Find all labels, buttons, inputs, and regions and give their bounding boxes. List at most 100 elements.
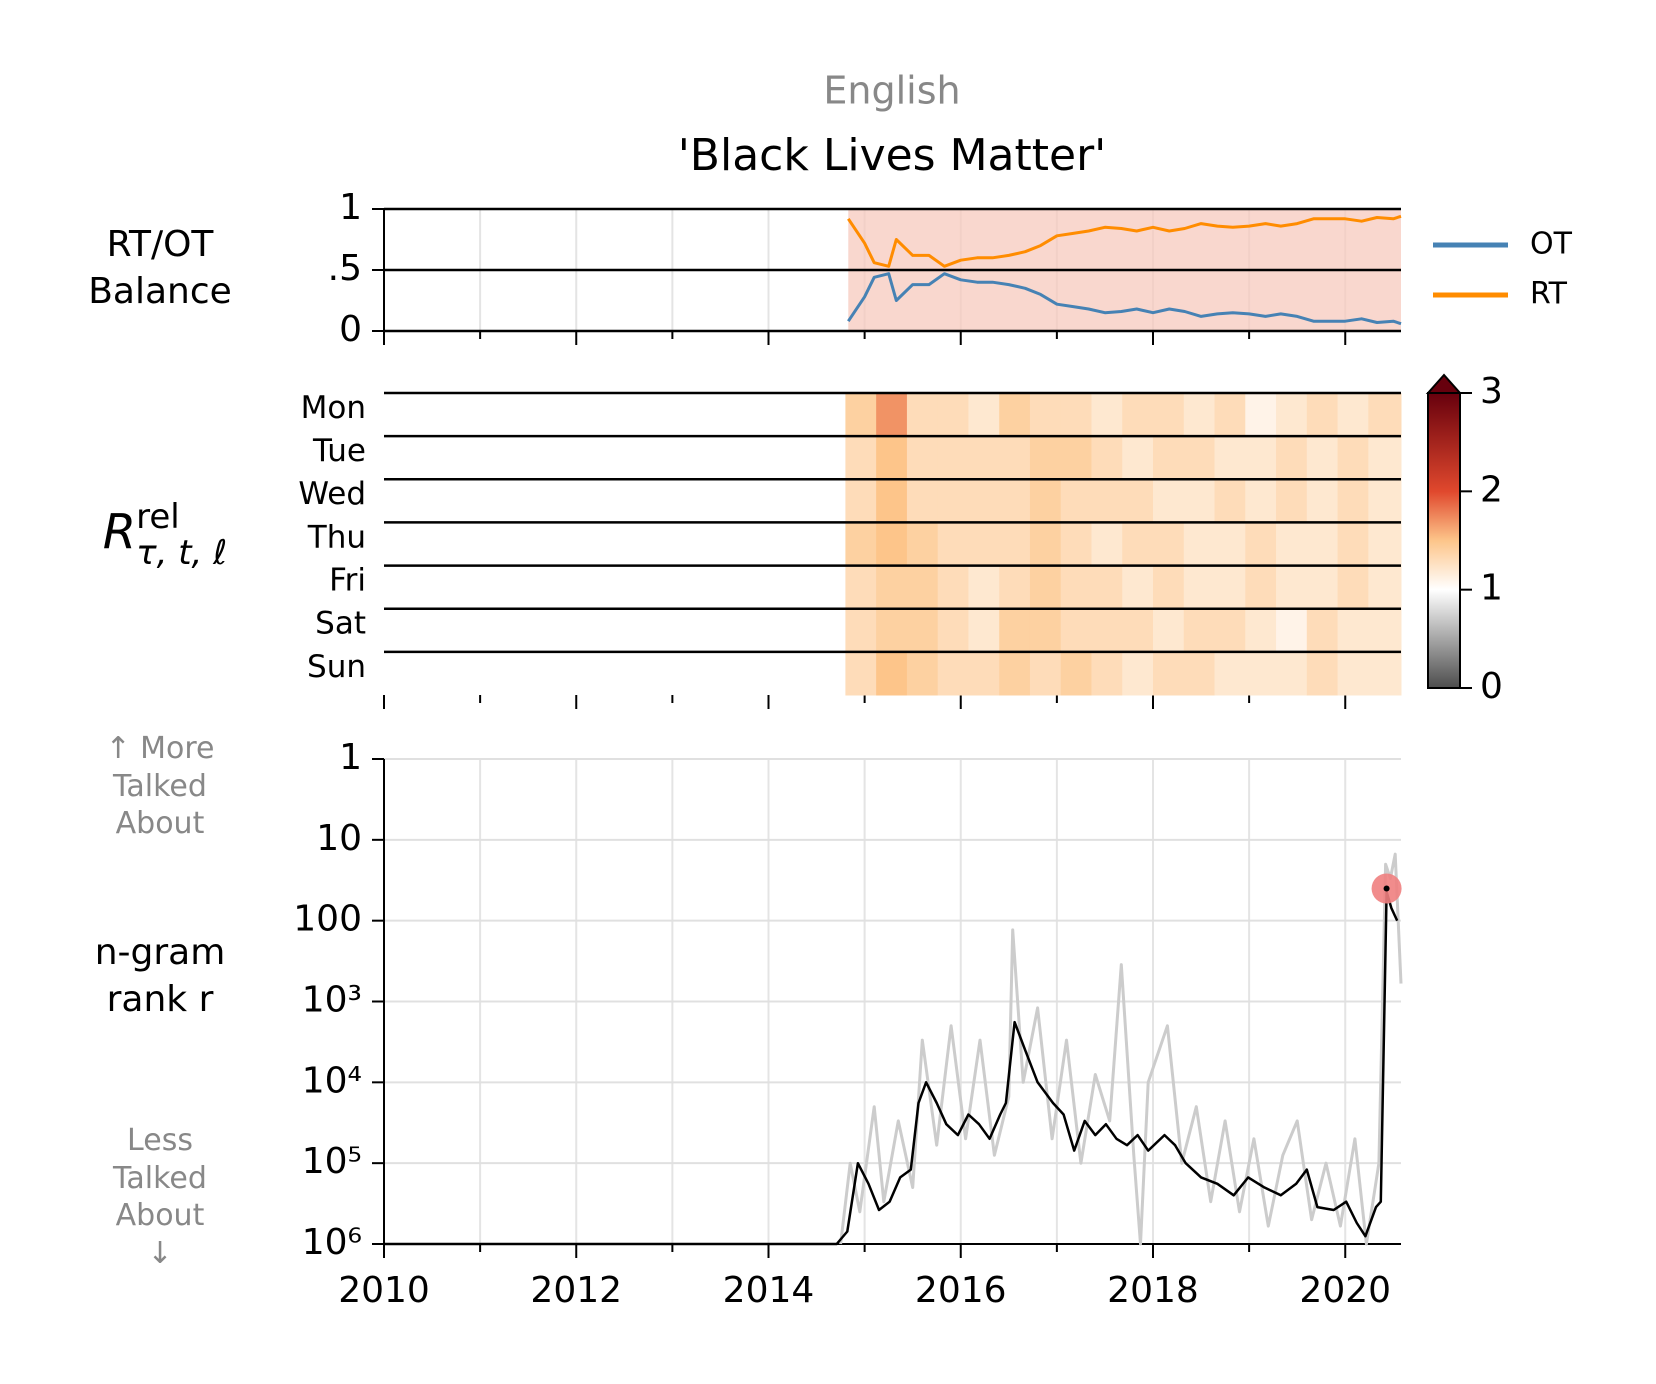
heat-cell: [876, 436, 908, 480]
row-label: Tue: [312, 433, 366, 469]
heat-cell: [1368, 436, 1402, 480]
heat-cell: [1214, 436, 1246, 480]
heat-cell: [1152, 565, 1185, 610]
heat-cell: [845, 608, 877, 653]
heat-cell: [1337, 522, 1369, 567]
heat-cell: [1368, 565, 1402, 610]
heat-cell: [1122, 436, 1154, 480]
heat-cell: [1029, 608, 1062, 653]
label-sup: rel: [136, 497, 180, 537]
heat-cell: [1029, 565, 1062, 610]
heat-cell: [1029, 522, 1062, 567]
heat-cell: [937, 479, 969, 523]
row-label: Thu: [307, 519, 366, 555]
x-tick-label: 2012: [530, 1270, 622, 1311]
heat-cell: [968, 565, 1000, 610]
heat-cell: [1122, 565, 1154, 610]
series-line: [847, 214, 1402, 268]
heat-cell: [1060, 651, 1092, 696]
heat-cell: [1245, 479, 1277, 523]
heat-cell: [1091, 651, 1123, 696]
heat-cell: [1091, 522, 1123, 567]
x-tick-label: 2020: [1299, 1270, 1391, 1311]
heat-cell: [1091, 608, 1123, 653]
x-tick-label: 2010: [338, 1270, 430, 1311]
colorbar-tick-label: 1: [1480, 568, 1503, 609]
colorbar-extend: [1425, 373, 1463, 394]
heat-cell: [1245, 608, 1277, 653]
heat-cell: [937, 522, 969, 567]
heat-cell: [1183, 651, 1216, 696]
heat-cell: [876, 651, 908, 696]
heat-cell: [1029, 651, 1062, 696]
heat-cell: [876, 565, 908, 610]
heat-cell: [1029, 436, 1062, 480]
heat-cell: [1276, 479, 1308, 523]
heat-cell: [1060, 522, 1092, 567]
heat-cell: [876, 522, 908, 567]
y-tick-label: 100: [293, 899, 362, 940]
heat-cell: [1306, 479, 1339, 523]
y-tick-label: 1: [339, 737, 362, 778]
heat-cell: [1183, 522, 1216, 567]
heat-cell: [1091, 565, 1123, 610]
heat-cell: [1276, 565, 1308, 610]
heat-cell: [1152, 522, 1185, 567]
heat-cell: [937, 565, 969, 610]
heat-cell: [845, 479, 877, 523]
heat-cell: [1183, 436, 1216, 480]
heat-cell: [968, 522, 1000, 567]
heat-cell: [1060, 436, 1092, 480]
y-tick-label: 10³: [302, 980, 362, 1021]
heat-cell: [1337, 651, 1369, 696]
heat-cell: [845, 522, 877, 567]
heat-cell: [1306, 651, 1339, 696]
heat-cell: [1276, 522, 1308, 567]
heat-cell: [999, 436, 1031, 480]
heat-cell: [1276, 393, 1308, 437]
heat-cell: [1368, 479, 1402, 523]
series-line: [839, 852, 1403, 1246]
y-tick-label: 0: [339, 309, 362, 350]
heat-cell: [1091, 436, 1123, 480]
heat-cell: [999, 608, 1031, 653]
chart-title: 'Black Lives Matter': [678, 130, 1107, 181]
bottom-note: Less Talked About ↓: [113, 1123, 207, 1271]
legend-label: RT: [1530, 277, 1568, 312]
heat-cell: [1122, 651, 1154, 696]
series-line: [384, 890, 1399, 1246]
heat-cell: [1306, 436, 1339, 480]
heat-cell: [968, 436, 1000, 480]
y-axis-label: n-gram rank r: [94, 932, 226, 1020]
heat-cell: [1214, 608, 1246, 653]
heat-cell: [876, 479, 908, 523]
heat-cell: [1245, 565, 1277, 610]
heat-cell: [1337, 479, 1369, 523]
y-axis-label: RT/OT Balance: [88, 224, 232, 312]
heat-cell: [937, 608, 969, 653]
heat-cell: [968, 479, 1000, 523]
heat-cell: [968, 608, 1000, 653]
heat-cell: [937, 393, 969, 437]
heat-cell: [906, 651, 939, 696]
heat-cell: [1152, 393, 1185, 437]
heat-cell: [1091, 393, 1123, 437]
heat-cell: [1245, 436, 1277, 480]
heat-cell: [1306, 393, 1339, 437]
heat-cell: [1276, 651, 1308, 696]
language: English: [823, 69, 960, 113]
heat-cell: [1183, 608, 1216, 653]
heat-cell: [1276, 608, 1308, 653]
label-main: R: [102, 504, 137, 561]
heat-cell: [1091, 479, 1123, 523]
row-label: Sun: [307, 649, 366, 685]
colorbar-tick-label: 2: [1480, 469, 1503, 510]
y-tick-label: 10⁵: [302, 1141, 362, 1182]
heat-cell: [1122, 522, 1154, 567]
heat-cell: [1214, 522, 1246, 567]
heat-cell: [906, 479, 939, 523]
peak-dot: [1383, 885, 1390, 892]
legend-label: OT: [1530, 227, 1573, 262]
colorbar-tick-label: 3: [1480, 371, 1503, 412]
